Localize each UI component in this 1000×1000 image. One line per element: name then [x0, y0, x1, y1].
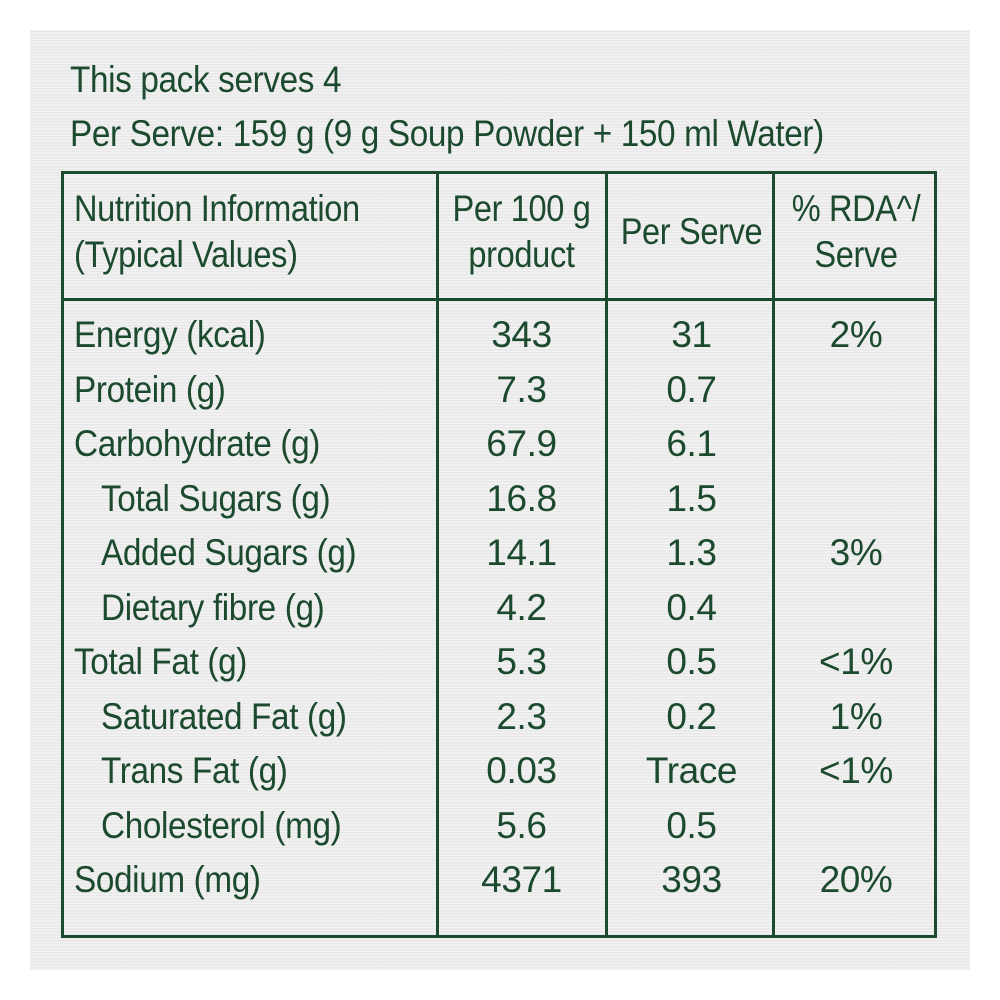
nutrient-label: Cholesterol (mg) — [101, 804, 342, 846]
value-rda: 2% — [829, 314, 883, 355]
value-per-serve: 1.5 — [666, 477, 717, 519]
value-per-100g: 4.2 — [496, 586, 547, 628]
value-per-100g: 5.6 — [496, 804, 547, 846]
table-row: Total Fat (g) 5.3 0.5 <1% — [64, 635, 934, 689]
header-rda: % RDA^/ Serve — [785, 186, 928, 278]
column-divider — [772, 174, 775, 935]
value-per-serve: 393 — [661, 859, 722, 900]
value-rda: <1% — [819, 750, 893, 791]
value-per-100g: 14.1 — [486, 532, 557, 573]
header-per-serve: Per Serve — [620, 211, 763, 252]
value-per-100g: 4371 — [481, 859, 562, 900]
value-per-100g: 7.3 — [496, 368, 547, 410]
table-row: Added Sugars (g) 14.1 1.3 3% — [64, 526, 934, 580]
nutrient-label: Carbohydrate (g) — [74, 423, 320, 464]
header-nutrition-line1: Nutrition Information — [74, 188, 360, 229]
header-per-100g-line1: Per 100 g — [452, 188, 591, 229]
pack-serves-text: This pack serves 4 — [70, 59, 342, 100]
column-divider — [605, 174, 608, 935]
table-row: Cholesterol (mg) 5.6 0.5 — [64, 799, 934, 853]
nutrient-label: Protein (g) — [74, 368, 226, 410]
table-row: Saturated Fat (g) 2.3 0.2 1% — [64, 690, 934, 744]
value-per-serve: 0.7 — [666, 368, 717, 410]
table-row: Dietary fibre (g) 4.2 0.4 — [64, 581, 934, 635]
column-divider — [436, 174, 439, 935]
nutrient-label: Saturated Fat (g) — [101, 695, 347, 737]
table-row: Carbohydrate (g) 67.9 6.1 — [64, 417, 934, 471]
value-per-serve: 1.3 — [666, 532, 717, 573]
header-divider — [64, 298, 934, 301]
nutrient-label: Dietary fibre (g) — [101, 586, 325, 628]
header-nutrition-information: Nutrition Information (Typical Values) — [74, 186, 360, 278]
header-per-100g-line2: product — [468, 234, 575, 275]
value-per-serve: 0.5 — [666, 804, 717, 846]
nutrient-label: Total Sugars (g) — [101, 477, 331, 519]
table-row: Trans Fat (g) 0.03 Trace <1% — [64, 744, 934, 798]
table-row: Total Sugars (g) 16.8 1.5 — [64, 472, 934, 526]
value-per-100g: 0.03 — [486, 750, 557, 791]
value-per-100g: 16.8 — [486, 477, 557, 519]
table-row: Energy (kcal) 343 31 2% — [64, 308, 934, 362]
table-row: Protein (g) 7.3 0.7 — [64, 363, 934, 417]
value-per-serve: 0.5 — [666, 641, 717, 682]
per-serve-text: Per Serve: 159 g (9 g Soup Powder + 150 … — [70, 113, 824, 154]
value-per-serve: Trace — [645, 750, 738, 791]
value-rda: <1% — [819, 641, 893, 682]
value-per-100g: 343 — [491, 314, 552, 355]
nutrient-label: Total Fat (g) — [74, 641, 247, 682]
value-per-serve: 31 — [671, 314, 712, 355]
value-per-100g: 2.3 — [496, 695, 547, 737]
value-per-100g: 5.3 — [496, 641, 547, 682]
header-rda-line1: % RDA^/ — [791, 188, 921, 229]
nutrient-label: Sodium (mg) — [74, 859, 261, 900]
nutrient-label: Energy (kcal) — [74, 314, 266, 355]
nutrient-label: Added Sugars (g) — [101, 532, 357, 573]
nutrition-table: Nutrition Information (Typical Values) P… — [61, 171, 937, 938]
value-rda: 1% — [829, 695, 883, 737]
nutrient-label: Trans Fat (g) — [101, 750, 288, 791]
value-rda: 3% — [829, 532, 883, 573]
value-per-serve: 0.4 — [666, 586, 717, 628]
value-per-serve: 6.1 — [666, 423, 717, 464]
value-per-100g: 67.9 — [486, 423, 557, 464]
value-per-serve: 0.2 — [666, 695, 717, 737]
value-rda: 20% — [819, 859, 893, 900]
header-nutrition-line2: (Typical Values) — [74, 234, 298, 275]
header-rda-line2: Serve — [814, 234, 898, 275]
table-row: Sodium (mg) 4371 393 20% — [64, 853, 934, 907]
label-panel — [30, 30, 970, 970]
header-per-100g: Per 100 g product — [448, 186, 595, 278]
